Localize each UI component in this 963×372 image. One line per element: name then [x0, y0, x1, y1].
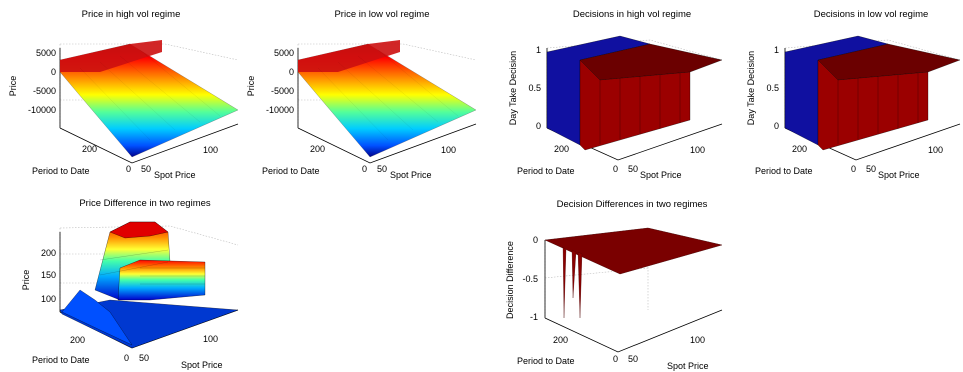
y-tick-label: 50	[377, 164, 387, 174]
z-tick-label: 0	[774, 121, 779, 131]
z-axis-label: Day Take Decision	[746, 51, 756, 125]
surface-mesh	[317, 49, 459, 141]
panel-price-high-vol: Price in high vol regime Price 5000 0 -5…	[8, 9, 239, 180]
z-tick-label: 0	[533, 235, 538, 245]
y-axis-label: Spot Price	[181, 360, 223, 370]
z-tick-label: 100	[41, 294, 56, 304]
x-tick-label: 200	[554, 144, 569, 154]
y-tick-label: 50	[628, 354, 638, 364]
decision-diff-spike	[577, 251, 583, 319]
panel-decisions-low-vol: Decisions in low vol regime Day Take Dec…	[746, 9, 961, 180]
panel-price-difference: Price Difference in two regimes Price 20…	[21, 198, 239, 370]
panel-title: Price in high vol regime	[82, 9, 181, 20]
z-tick-label: 1	[774, 45, 779, 55]
decision-diff-surface	[544, 227, 723, 275]
axis-frame	[544, 309, 723, 353]
z-tick-label: -10000	[28, 105, 56, 115]
x-axis-label: Period to Date	[755, 166, 813, 176]
surface-mesh	[79, 49, 221, 141]
decision-diff-spike	[562, 246, 567, 319]
z-tick-label: 5000	[36, 48, 56, 58]
x-axis-label: Period to Date	[517, 356, 575, 366]
panel-price-low-vol: Price in low vol regime Price 5000 0 -50…	[246, 9, 477, 180]
x-tick-label: 0	[124, 353, 129, 363]
decision-mesh	[837, 73, 919, 144]
z-axis-label: Price	[246, 76, 256, 97]
y-axis-label: Spot Price	[667, 361, 709, 371]
decision-mesh	[599, 73, 681, 144]
y-axis-label: Spot Price	[878, 170, 920, 180]
z-tick-label: 0.5	[528, 83, 541, 93]
z-tick-label: 0	[536, 121, 541, 131]
y-tick-label: 50	[139, 353, 149, 363]
z-tick-label: 0	[51, 67, 56, 77]
panel-title: Decisions in low vol regime	[814, 9, 929, 20]
y-tick-label: 100	[203, 334, 218, 344]
x-axis-label: Period to Date	[517, 166, 575, 176]
y-tick-label: 100	[690, 145, 705, 155]
surface-top-band	[60, 40, 162, 72]
surface-mesh	[99, 249, 205, 285]
panel-title: Price in low vol regime	[334, 9, 429, 20]
surface-front-fold	[61, 289, 133, 346]
y-axis-label: Spot Price	[640, 170, 682, 180]
panel-decision-differences: Decision Differences in two regimes Deci…	[505, 199, 723, 371]
x-axis-label: Period to Date	[262, 166, 320, 176]
y-tick-label: 100	[690, 335, 705, 345]
z-tick-label: -5000	[33, 86, 56, 96]
y-axis-label: Spot Price	[154, 170, 196, 180]
surface-ridge-top	[109, 221, 169, 239]
x-tick-label: 0	[613, 164, 618, 174]
panel-title: Price Difference in two regimes	[79, 198, 211, 209]
z-tick-label: -10000	[266, 105, 294, 115]
y-tick-label: 50	[141, 164, 151, 174]
z-tick-label: 0	[289, 67, 294, 77]
x-tick-label: 200	[310, 144, 325, 154]
surface-plateau	[117, 259, 206, 301]
y-axis-label: Spot Price	[390, 170, 432, 180]
y-tick-label: 100	[441, 145, 456, 155]
panel-decisions-high-vol: Decisions in high vol regime Day Take De…	[508, 9, 723, 180]
x-tick-label: 0	[613, 354, 618, 364]
axis-frame	[59, 123, 239, 164]
panel-title: Decision Differences in two regimes	[557, 199, 708, 210]
x-tick-label: 200	[82, 144, 97, 154]
z-tick-label: 150	[41, 270, 56, 280]
decision-diff-spike	[571, 249, 577, 299]
panel-title: Decisions in high vol regime	[573, 9, 691, 20]
surface-top-band	[298, 40, 400, 72]
z-tick-label: -5000	[271, 86, 294, 96]
x-tick-label: 200	[553, 335, 568, 345]
z-tick-label: 200	[41, 248, 56, 258]
z-tick-label: 0.5	[766, 83, 779, 93]
z-tick-label: 1	[536, 45, 541, 55]
z-axis-label: Price	[8, 76, 18, 97]
x-axis-label: Period to Date	[32, 166, 90, 176]
z-axis-label: Decision Difference	[505, 241, 515, 319]
axis-frame	[297, 123, 477, 164]
y-tick-label: 50	[628, 164, 638, 174]
x-tick-label: 200	[792, 144, 807, 154]
x-axis-label: Period to Date	[32, 355, 90, 365]
x-tick-label: 0	[851, 164, 856, 174]
z-tick-label: -1	[530, 312, 538, 322]
x-tick-label: 0	[362, 164, 367, 174]
y-tick-label: 50	[866, 164, 876, 174]
y-tick-label: 100	[928, 145, 943, 155]
z-axis-label: Price	[21, 270, 31, 291]
z-tick-label: -0.5	[522, 274, 538, 284]
z-axis-label: Day Take Decision	[508, 51, 518, 125]
y-tick-label: 100	[203, 145, 218, 155]
x-tick-label: 200	[70, 335, 85, 345]
z-tick-label: 5000	[274, 48, 294, 58]
x-tick-label: 0	[126, 164, 131, 174]
